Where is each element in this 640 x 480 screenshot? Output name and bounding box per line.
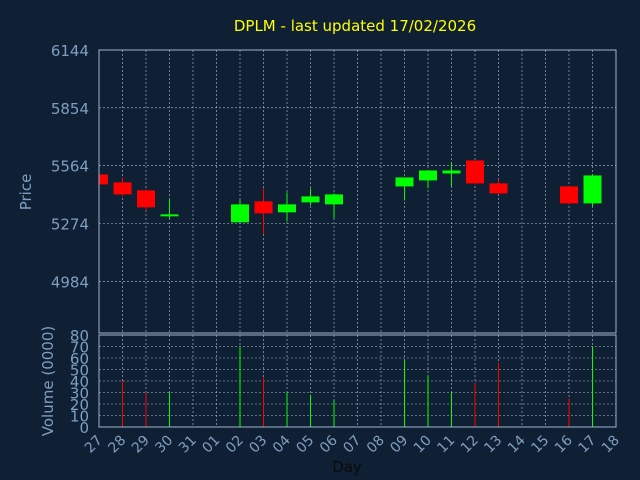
candle-body xyxy=(137,190,155,208)
volume-axis-label: Volume (0000) xyxy=(39,326,57,436)
x-tick-label: 31 xyxy=(176,433,200,457)
x-tick-label: 14 xyxy=(505,432,529,456)
tick-labels: 27 28 29 30 31 01 02 03 04 05 06 07 08 09 10 11 12 13 14 15… xyxy=(51,42,623,456)
x-axis-label: Day xyxy=(332,458,362,476)
volume-tick-label: 20 xyxy=(70,396,89,414)
candle-10 xyxy=(419,170,437,189)
price-tick-label: 5274 xyxy=(51,216,89,234)
candlesticks xyxy=(98,160,602,235)
candle-06 xyxy=(325,193,343,219)
volume-tick-label: 40 xyxy=(70,373,89,391)
candle-body xyxy=(113,182,132,195)
candle-27 xyxy=(98,173,108,185)
x-tick-label: 02 xyxy=(223,433,247,457)
price-tick-label: 5854 xyxy=(51,100,89,118)
volume-tick-label: 0 xyxy=(79,419,89,437)
volume-gridlines xyxy=(98,334,617,428)
volume-tick-label: 70 xyxy=(70,339,89,357)
candle-body xyxy=(395,177,414,187)
volume-tick-label: 80 xyxy=(70,327,89,345)
candle-29 xyxy=(137,189,155,211)
candle-16 xyxy=(560,186,578,205)
candle-body xyxy=(301,196,320,203)
price-axis-label: Price xyxy=(17,174,35,211)
candle-04 xyxy=(278,192,296,222)
candle-11 xyxy=(442,162,461,187)
candle-13 xyxy=(489,179,508,195)
candle-body xyxy=(583,175,602,204)
x-tick-label: 01 xyxy=(199,433,223,457)
x-tick-label: 17 xyxy=(575,433,599,457)
x-tick-label: 04 xyxy=(270,432,294,456)
x-tick-label: 11 xyxy=(434,433,458,457)
x-tick-label: 29 xyxy=(129,433,153,457)
price-plot-frame xyxy=(98,49,617,334)
x-tick-label: 07 xyxy=(340,433,364,457)
candle-02 xyxy=(231,199,249,223)
candle-body xyxy=(489,183,508,194)
x-tick-label: 18 xyxy=(599,433,623,457)
x-tick-label: 08 xyxy=(364,433,388,457)
x-tick-label: 30 xyxy=(152,433,176,457)
candle-body xyxy=(419,170,437,181)
candle-body xyxy=(442,170,461,174)
x-tick-label: 06 xyxy=(317,432,341,456)
volume-bars xyxy=(122,346,593,427)
candle-body xyxy=(254,201,273,214)
x-tick-label: 09 xyxy=(387,433,411,457)
volume-tick-label: 10 xyxy=(70,408,89,426)
candle-05 xyxy=(301,188,320,206)
x-tick-label: 05 xyxy=(293,433,317,457)
x-tick-label: 15 xyxy=(528,433,552,457)
x-tick-label: 12 xyxy=(458,433,482,457)
candle-12 xyxy=(466,160,484,185)
candle-17 xyxy=(583,174,602,207)
volume-tick-label: 60 xyxy=(70,350,89,368)
candle-body xyxy=(560,186,578,204)
candle-body xyxy=(160,214,179,217)
x-tick-label: 16 xyxy=(552,432,576,456)
price-gridlines xyxy=(98,49,617,333)
price-tick-label: 4984 xyxy=(51,273,89,291)
volume-tick-label: 30 xyxy=(70,385,89,403)
candle-09 xyxy=(395,177,414,201)
candle-03 xyxy=(254,188,273,235)
x-tick-label: 03 xyxy=(246,433,270,457)
volume-tick-label: 50 xyxy=(70,362,89,380)
candle-body xyxy=(466,160,484,184)
candle-28 xyxy=(113,177,132,197)
x-tick-label: 13 xyxy=(481,433,505,457)
volume-plot-frame xyxy=(98,334,617,428)
candle-body xyxy=(278,204,296,213)
candle-body xyxy=(325,194,343,205)
x-tick-label: 28 xyxy=(105,433,129,457)
candle-30 xyxy=(160,199,179,219)
price-tick-label: 6144 xyxy=(51,42,89,60)
candle-body xyxy=(99,174,108,185)
x-tick-label: 10 xyxy=(411,433,435,457)
chart-title: DPLM - last updated 17/02/2026 xyxy=(234,17,476,35)
candle-body xyxy=(231,204,249,223)
price-tick-label: 5564 xyxy=(51,158,89,176)
